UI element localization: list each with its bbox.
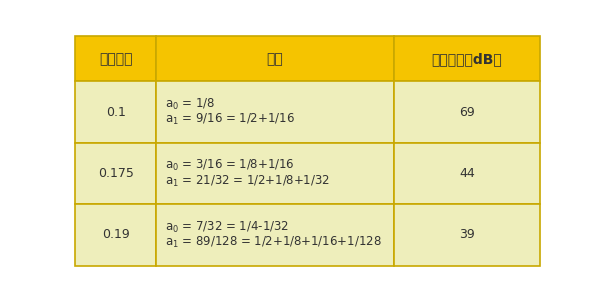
Text: 44: 44 bbox=[459, 167, 475, 180]
Bar bbox=[75, 81, 157, 143]
Bar bbox=[394, 81, 540, 143]
Text: 0.175: 0.175 bbox=[98, 167, 134, 180]
Bar bbox=[157, 81, 394, 143]
Bar bbox=[394, 36, 540, 81]
Bar bbox=[157, 36, 394, 81]
Bar bbox=[75, 143, 157, 204]
Text: a$_0$ = 3/16 = 1/8+1/16: a$_0$ = 3/16 = 1/8+1/16 bbox=[165, 158, 295, 173]
Text: 额定通带: 额定通带 bbox=[99, 52, 133, 66]
Bar bbox=[157, 143, 394, 204]
Text: 系数: 系数 bbox=[266, 52, 283, 66]
Bar bbox=[75, 204, 157, 265]
Text: a$_1$ = 9/16 = 1/2+1/16: a$_1$ = 9/16 = 1/2+1/16 bbox=[165, 112, 295, 127]
Text: 69: 69 bbox=[459, 106, 475, 119]
Bar bbox=[394, 204, 540, 265]
Text: 0.19: 0.19 bbox=[102, 228, 130, 241]
Bar bbox=[157, 204, 394, 265]
Text: a$_0$ = 7/32 = 1/4-1/32: a$_0$ = 7/32 = 1/4-1/32 bbox=[165, 219, 289, 234]
Text: 39: 39 bbox=[459, 228, 475, 241]
Text: a$_1$ = 89/128 = 1/2+1/8+1/16+1/128: a$_1$ = 89/128 = 1/2+1/8+1/16+1/128 bbox=[165, 235, 382, 250]
Text: a$_0$ = 1/8: a$_0$ = 1/8 bbox=[165, 97, 214, 112]
Text: a$_1$ = 21/32 = 1/2+1/8+1/32: a$_1$ = 21/32 = 1/2+1/8+1/32 bbox=[165, 174, 330, 189]
Text: 0.1: 0.1 bbox=[106, 106, 125, 119]
Bar bbox=[394, 143, 540, 204]
Text: 阻带衰减（dB）: 阻带衰减（dB） bbox=[431, 52, 502, 66]
Bar bbox=[75, 36, 157, 81]
